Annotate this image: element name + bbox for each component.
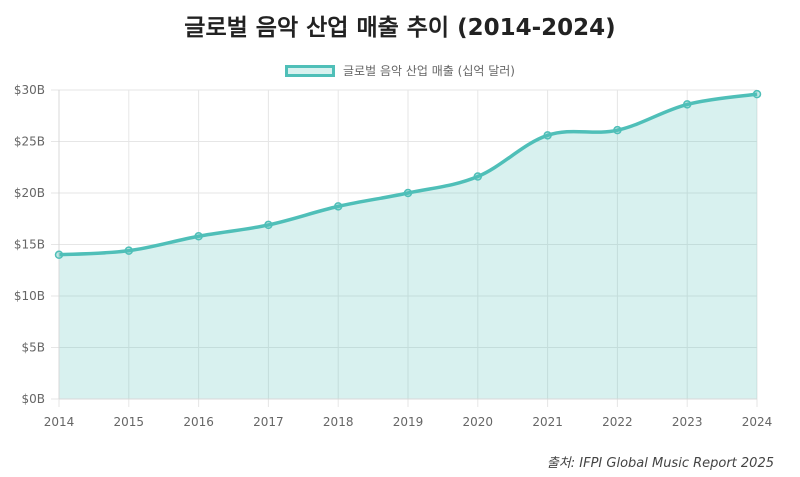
- x-tick-label: 2019: [393, 415, 424, 429]
- x-tick-label: 2015: [114, 415, 145, 429]
- x-tick-label: 2020: [463, 415, 494, 429]
- chart-title: 글로벌 음악 산업 매출 추이 (2014-2024): [184, 15, 616, 41]
- x-tick-label: 2014: [44, 415, 75, 429]
- x-tick-label: 2024: [742, 415, 773, 429]
- x-tick-label: 2023: [672, 415, 703, 429]
- y-tick-label: $5B: [21, 341, 45, 355]
- data-point: [54, 250, 64, 260]
- data-point: [124, 246, 134, 255]
- y-tick-label: $25B: [14, 135, 45, 149]
- x-tick-label: 2018: [323, 415, 354, 429]
- data-point: [473, 172, 483, 181]
- data-point: [613, 125, 622, 135]
- x-tick-label: 2016: [183, 415, 214, 429]
- data-point: [264, 220, 273, 230]
- data-point: [194, 232, 203, 241]
- area-fill: [59, 94, 757, 400]
- y-tick-label: $10B: [14, 289, 45, 303]
- data-point: [752, 89, 762, 99]
- legend-swatch: [285, 64, 336, 77]
- series-line: [58, 92, 758, 257]
- y-tick-label: $20B: [14, 186, 45, 200]
- data-point: [543, 131, 552, 140]
- x-tick-label: 2017: [253, 415, 284, 429]
- y-tick-label: $30B: [14, 83, 45, 97]
- source-note: 출처: IFPI Global Music Report 2025: [546, 456, 774, 471]
- data-point: [403, 188, 413, 198]
- data-point: [333, 202, 343, 211]
- data-point: [682, 100, 692, 109]
- y-tick-label: $15B: [14, 238, 45, 252]
- y-tick-label: $0B: [21, 392, 45, 406]
- x-tick-label: 2021: [532, 415, 563, 429]
- legend-label: 글로벌 음악 산업 매출 (십억 달러): [343, 64, 515, 78]
- x-tick-label: 2022: [602, 415, 633, 429]
- legend[interactable]: 글로벌 음악 산업 매출 (십억 달러): [0, 62, 800, 79]
